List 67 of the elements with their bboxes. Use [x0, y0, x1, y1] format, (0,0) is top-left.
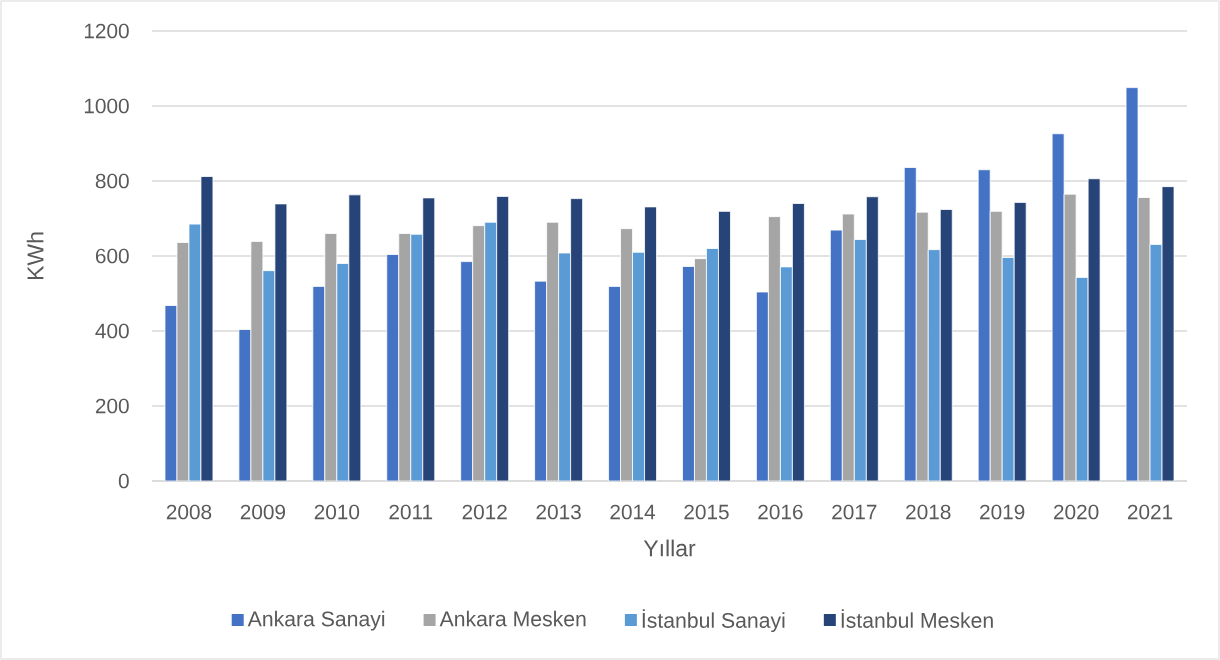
bar — [682, 266, 695, 481]
bar — [829, 229, 843, 481]
bar — [336, 263, 350, 481]
bar — [644, 206, 657, 481]
x-tick-label: 2010 — [314, 504, 360, 520]
bar — [398, 233, 412, 481]
bar — [1001, 257, 1015, 481]
y-axis-title: KWh — [26, 232, 44, 280]
y-tick-label: 400 — [95, 323, 129, 339]
bar — [694, 258, 707, 481]
x-tick-label: 2019 — [980, 504, 1025, 520]
x-tick-label: 2021 — [1127, 504, 1173, 520]
bar — [348, 194, 362, 481]
x-axis-title: Yıllar — [643, 539, 696, 557]
y-tick-label: 800 — [95, 173, 129, 189]
bar — [1013, 201, 1027, 481]
legend-label: İstanbul Sanayi — [642, 609, 785, 633]
bar — [608, 285, 621, 481]
x-tick-label: 2014 — [610, 504, 656, 520]
y-tick-label: 200 — [95, 398, 129, 414]
bar — [632, 251, 645, 481]
legend-label: İstanbul Mesken — [841, 609, 993, 628]
bar — [484, 222, 497, 481]
bar — [706, 248, 719, 481]
bar — [927, 249, 941, 481]
x-tick-label: 2016 — [758, 504, 803, 520]
y-tick-label: 1200 — [84, 23, 129, 39]
bar — [472, 225, 485, 481]
x-tick-label: 2011 — [389, 504, 433, 520]
bar — [756, 291, 769, 481]
bar — [989, 210, 1003, 481]
bar — [841, 213, 855, 481]
bar — [903, 167, 917, 481]
bar — [977, 169, 991, 481]
bar — [324, 233, 338, 481]
bar — [496, 196, 509, 481]
bar — [312, 285, 326, 481]
y-tick-label: 0 — [118, 473, 129, 489]
x-tick-label: 2012 — [462, 504, 507, 520]
legend-label: Ankara Mesken — [439, 610, 586, 627]
bar — [939, 209, 953, 481]
bar — [780, 266, 793, 481]
bar — [718, 210, 731, 481]
bar — [410, 233, 424, 481]
bar — [792, 203, 805, 481]
bar — [853, 239, 867, 481]
bar — [620, 228, 633, 481]
bar — [534, 280, 548, 481]
x-tick-label: 2018 — [906, 504, 951, 520]
y-tick-label: 1000 — [84, 98, 129, 114]
x-tick-label: 2017 — [832, 504, 877, 520]
bar — [546, 221, 560, 481]
bar — [386, 254, 400, 481]
x-tick-label: 2020 — [1054, 504, 1099, 520]
x-tick-label: 2008 — [166, 504, 212, 520]
x-tick-label: 2013 — [536, 504, 581, 520]
x-tick-label: 2015 — [684, 504, 729, 520]
x-tick-label: 2009 — [240, 504, 286, 520]
bar — [422, 197, 436, 481]
legend-label: Ankara Sanayi — [247, 610, 385, 631]
bar — [460, 261, 473, 481]
y-tick-label: 600 — [95, 248, 129, 264]
bar — [915, 211, 929, 481]
bar — [558, 252, 572, 481]
bar — [865, 196, 879, 481]
bar — [768, 216, 781, 481]
bar — [570, 198, 584, 481]
